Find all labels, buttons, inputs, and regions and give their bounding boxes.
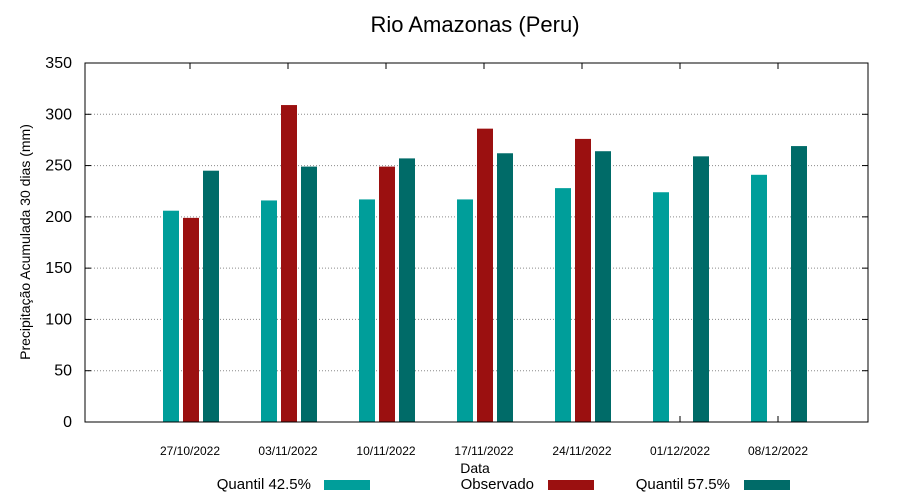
bar-quantil-57-5: [497, 153, 513, 422]
x-tick-label: 10/11/2022: [356, 444, 415, 458]
legend-label: Quantil 57.5%: [636, 476, 730, 493]
grid-lines: [85, 113, 868, 372]
bar-observado: [575, 138, 591, 422]
chart-title: Rio Amazonas (Peru): [370, 12, 579, 37]
y-tick-label: 350: [45, 55, 72, 72]
y-tick-label: 300: [45, 106, 72, 123]
bar-observado: [379, 166, 395, 422]
y-axis-ticks: 0 50 100 150 200 250 300 350: [45, 55, 868, 431]
bar-quantil-42-5: [457, 199, 473, 422]
x-tick-label: 08/12/2022: [748, 444, 808, 458]
bar-quantil-42-5: [751, 174, 767, 422]
bar-observado: [183, 217, 199, 422]
bars: [163, 105, 807, 423]
y-tick-label: 250: [45, 158, 72, 175]
x-axis-ticks: 27/10/2022 03/11/2022 10/11/2022 17/11/2022…: [160, 63, 808, 458]
y-tick-label: 200: [45, 209, 72, 226]
bar-quantil-57-5: [203, 170, 219, 422]
bar-observado: [281, 105, 297, 422]
legend-label: Quantil 42.5%: [217, 476, 311, 493]
x-tick-label: 01/12/2022: [650, 444, 710, 458]
legend-swatch: [744, 480, 790, 490]
bar-quantil-57-5: [399, 158, 415, 423]
y-tick-label: 0: [63, 414, 72, 431]
legend-item: Quantil 57.5%: [636, 476, 790, 493]
bar-quantil-42-5: [555, 188, 571, 422]
plot-frame: [84, 62, 869, 423]
y-tick-label: 50: [54, 363, 72, 380]
x-tick-label: 27/10/2022: [160, 444, 220, 458]
bar-quantil-42-5: [163, 210, 179, 422]
y-tick-label: 100: [45, 311, 72, 328]
bar-quantil-57-5: [595, 151, 611, 422]
bar-quantil-42-5: [653, 192, 669, 422]
legend: Quantil 42.5% Observado Quantil 57.5%: [217, 476, 790, 493]
y-axis-label: Precipitação Acumulada 30 dias (mm): [17, 124, 33, 360]
x-tick-label: 24/11/2022: [552, 444, 611, 458]
legend-item: Observado: [461, 476, 594, 493]
x-axis-label: Data: [460, 460, 490, 476]
bar-quantil-57-5: [301, 166, 317, 422]
x-tick-label: 17/11/2022: [454, 444, 513, 458]
x-tick-label: 03/11/2022: [258, 444, 317, 458]
bar-quantil-42-5: [359, 199, 375, 422]
legend-swatch: [324, 480, 370, 490]
legend-item: Quantil 42.5%: [217, 476, 370, 493]
bar-observado: [477, 128, 493, 422]
bar-quantil-42-5: [261, 200, 277, 422]
y-tick-label: 150: [45, 260, 72, 277]
bar-quantil-57-5: [693, 156, 709, 422]
legend-label: Observado: [461, 476, 534, 493]
legend-swatch: [548, 480, 594, 490]
bar-quantil-57-5: [791, 146, 807, 422]
